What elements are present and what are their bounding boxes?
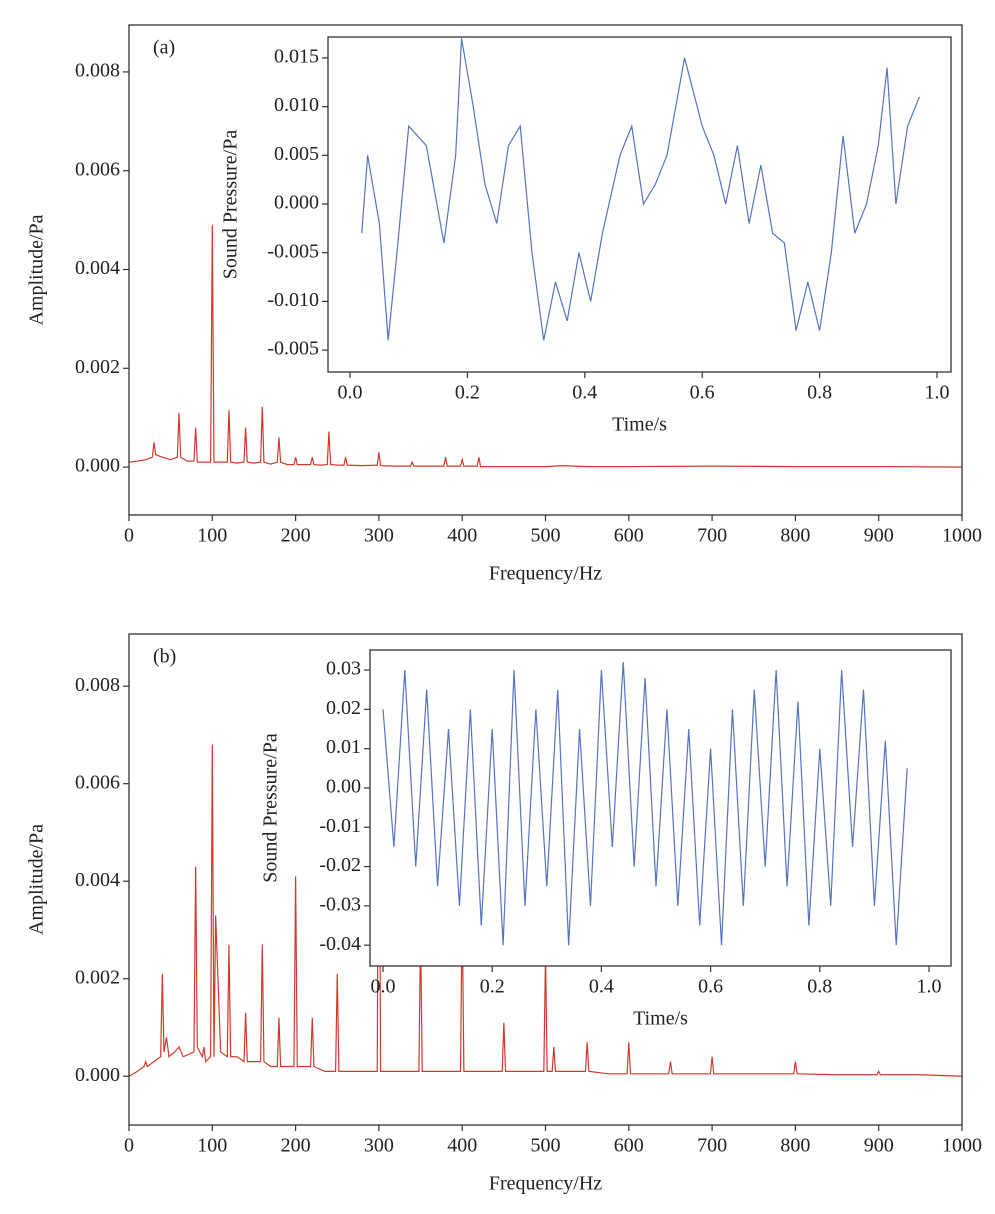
y-tick-label: 0.002 — [75, 966, 120, 988]
y-tick-label: 0.008 — [75, 674, 120, 696]
y-tick-label: -0.02 — [319, 854, 361, 876]
data-line — [128, 661, 963, 1077]
y-tick-label: -0.01 — [319, 815, 361, 837]
x-tick-label: 500 — [531, 525, 561, 547]
y-axis-label: Amplitude/Pa — [26, 214, 48, 325]
data-line — [361, 38, 920, 341]
x-axis-label: Frequency/Hz — [489, 563, 602, 585]
x-axis-label: Frequency/Hz — [489, 1173, 602, 1195]
x-tick-label: 0 — [124, 525, 134, 547]
x-tick-label: 1.0 — [916, 976, 941, 998]
x-tick-label: 0.8 — [807, 382, 832, 404]
y-tick-label: 0.006 — [75, 771, 120, 793]
x-tick-label: 400 — [447, 1135, 477, 1157]
x-tick-label: 1000 — [942, 525, 982, 547]
y-tick-label: -0.03 — [319, 893, 361, 915]
y-axis-label: Amplitude/Pa — [26, 824, 48, 935]
x-axis-label: Time/s — [633, 1008, 688, 1030]
x-tick-label: 600 — [614, 1135, 644, 1157]
x-axis-label: Time/s — [612, 414, 667, 436]
y-tick-label: 0.000 — [274, 192, 319, 214]
y-tick-label: 0.002 — [75, 356, 120, 378]
y-tick-label: 0.008 — [75, 60, 120, 82]
data-line — [382, 662, 908, 946]
inset-background — [328, 37, 951, 372]
y-tick-label: -0.010 — [267, 289, 319, 311]
x-tick-label: 300 — [364, 1135, 394, 1157]
y-tick-label: 0.000 — [75, 455, 120, 477]
x-tick-label: 0.6 — [690, 382, 715, 404]
y-tick-label: 0.015 — [274, 46, 319, 68]
x-tick-label: 0.4 — [572, 382, 597, 404]
plot-frame — [369, 649, 952, 967]
x-tick-label: 300 — [364, 525, 394, 547]
y-tick-label: -0.04 — [319, 933, 361, 955]
x-tick-label: 100 — [197, 525, 227, 547]
x-tick-label: 200 — [281, 1135, 311, 1157]
x-tick-label: 700 — [697, 1135, 727, 1157]
y-tick-label: 0.01 — [326, 736, 361, 758]
y-tick-label: 0.004 — [75, 257, 120, 279]
x-tick-label: 900 — [864, 1135, 894, 1157]
y-tick-label: 0.03 — [326, 658, 361, 680]
y-tick-label: 0.02 — [326, 697, 361, 719]
x-tick-label: 700 — [697, 525, 727, 547]
x-tick-label: 100 — [197, 1135, 227, 1157]
x-tick-label: 0 — [124, 1135, 134, 1157]
y-tick-label: 0.005 — [274, 143, 319, 165]
x-tick-label: 1000 — [942, 1135, 982, 1157]
x-tick-label: 900 — [864, 525, 894, 547]
y-tick-label: 0.004 — [75, 869, 120, 891]
x-tick-label: 0.0 — [370, 976, 395, 998]
y-tick-label: 0.010 — [274, 94, 319, 116]
y-tick-label: -0.005 — [267, 338, 319, 360]
y-tick-label: 0.000 — [75, 1064, 120, 1086]
x-tick-label: 600 — [614, 525, 644, 547]
y-tick-label: 0.006 — [75, 158, 120, 180]
x-tick-label: 0.2 — [480, 976, 505, 998]
x-tick-label: 500 — [531, 1135, 561, 1157]
y-tick-label: 0.00 — [326, 776, 361, 798]
panel-label: (a) — [153, 37, 175, 59]
x-tick-label: 800 — [780, 525, 810, 547]
x-tick-label: 0.6 — [698, 976, 723, 998]
x-tick-label: 1.0 — [924, 382, 949, 404]
x-tick-label: 800 — [780, 1135, 810, 1157]
x-tick-label: 200 — [281, 525, 311, 547]
x-tick-label: 0.2 — [455, 382, 480, 404]
x-tick-label: 0.8 — [807, 976, 832, 998]
x-tick-label: 400 — [447, 525, 477, 547]
data-line — [128, 225, 963, 468]
x-tick-label: 0.0 — [338, 382, 363, 404]
x-tick-label: 0.4 — [589, 976, 614, 998]
panel-label: (b) — [153, 646, 176, 668]
y-tick-label: -0.005 — [267, 240, 319, 262]
y-axis-label: Sound Pressure/Pa — [220, 130, 242, 280]
y-axis-label: Sound Pressure/Pa — [260, 733, 282, 883]
